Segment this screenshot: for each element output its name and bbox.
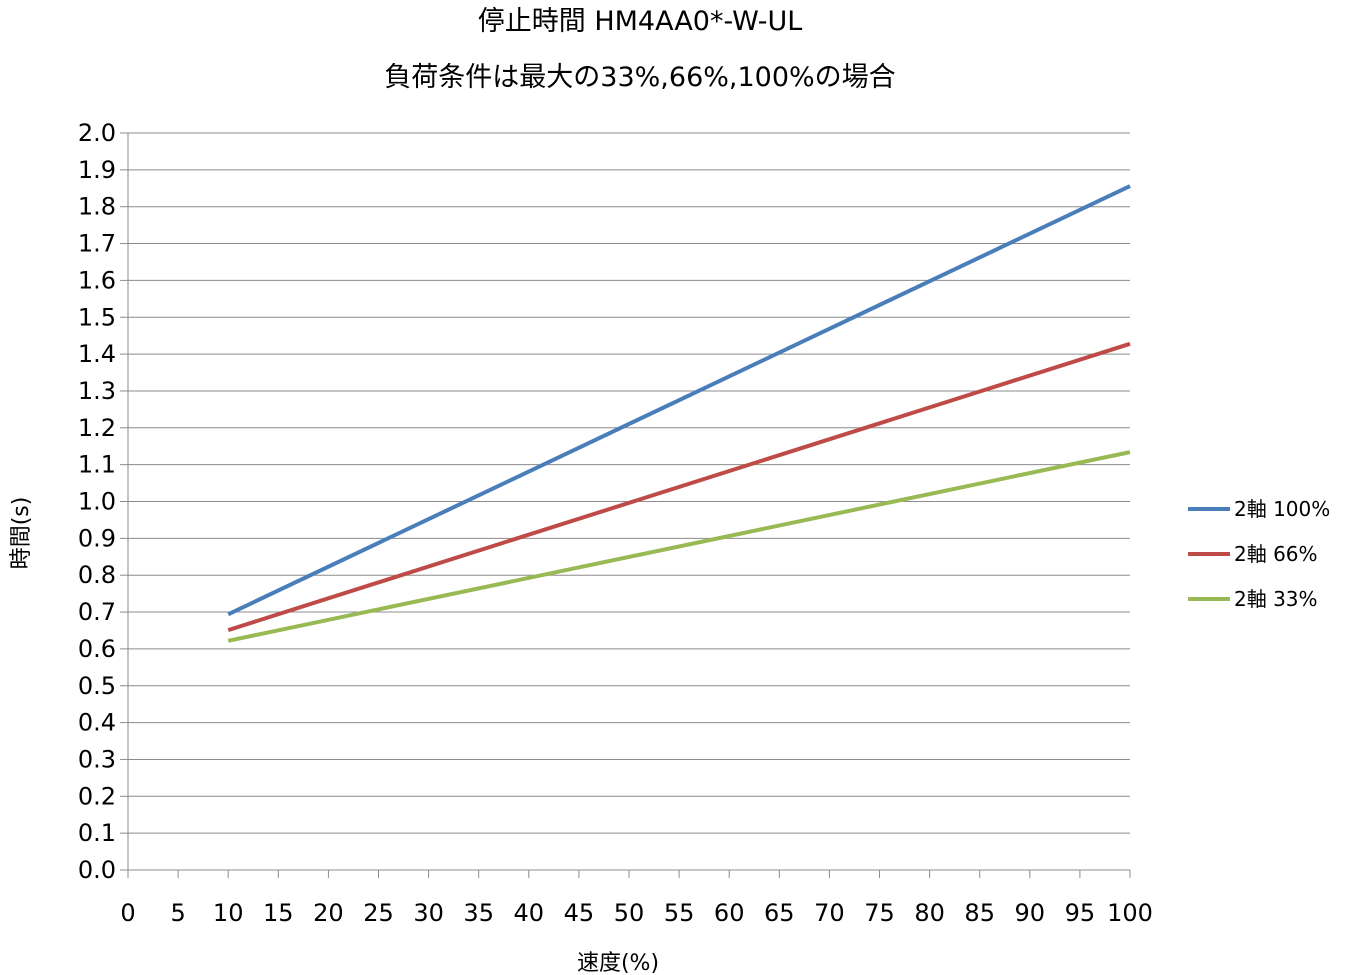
y-tick-label: 1.9 [78,156,116,184]
y-tick-label: 0.3 [78,745,116,773]
x-tick-label: 45 [564,899,595,927]
y-tick-label: 1.4 [78,340,116,368]
axes [120,132,1131,878]
x-tick-label: 10 [213,899,244,927]
x-tick-label: 50 [614,899,645,927]
x-tick-label: 70 [814,899,845,927]
x-tick-label: 75 [864,899,895,927]
series-line-3 [227,450,1131,643]
x-tick-labels: 0 5 10 15 20 25 30 35 40 45 50 55 60 65 70 75 80 85 90 95 10… [120,899,1153,927]
y-tick-label: 1.6 [78,266,116,294]
x-tick-label: 20 [313,899,344,927]
y-tick-label: 1.0 [78,488,116,516]
x-tick-label: 0 [120,899,135,927]
chart-title: 停止時間 HM4AA0*-W-UL [478,6,803,37]
y-tick-label: 0.0 [78,856,116,884]
x-tick-label: 40 [514,899,545,927]
y-tick-label: 1.7 [78,230,116,258]
series-line-1 [227,184,1131,617]
y-axis-label: 時間(s) [9,497,34,570]
legend-label-3: 2軸 33% [1234,587,1318,611]
legend-label-1: 2軸 100% [1234,497,1330,521]
y-tick-label: 0.4 [78,709,116,737]
x-tick-label: 80 [914,899,945,927]
x-tick-label: 60 [714,899,745,927]
grid-lines [128,132,1130,834]
y-tick-label: 2.0 [78,119,116,147]
legend: 2軸 100% 2軸 66% 2軸 33% [1188,497,1330,611]
y-tick-label: 0.6 [78,635,116,663]
series-lines [227,184,1131,643]
x-tick-label: 35 [463,899,494,927]
y-tick-label: 0.9 [78,524,116,552]
y-tick-label: 0.8 [78,561,116,589]
x-tick-label: 55 [664,899,695,927]
y-tick-label: 1.3 [78,377,116,405]
series-line-2 [227,341,1131,633]
y-tick-label: 1.8 [78,193,116,221]
x-tick-label: 85 [964,899,995,927]
x-tick-label: 30 [413,899,444,927]
y-tick-label: 0.2 [78,782,116,810]
y-tick-label: 0.5 [78,672,116,700]
chart-subtitle: 負荷条件は最大の33%,66%,100%の場合 [384,62,895,93]
y-tick-label: 0.1 [78,819,116,847]
x-tick-label: 95 [1065,899,1096,927]
x-tick-label: 5 [170,899,185,927]
x-tick-label: 15 [263,899,294,927]
y-tick-labels: 0.0 0.1 0.2 0.3 0.4 0.5 0.6 0.7 0.8 0.9 1.0 1.1 1.2 1… [78,119,116,884]
x-tick-label: 90 [1015,899,1046,927]
y-tick-label: 0.7 [78,598,116,626]
x-tick-label: 25 [363,899,394,927]
x-tick-label: 100 [1107,899,1153,927]
y-tick-label: 1.1 [78,451,116,479]
x-axis-label: 速度(%) [577,951,659,975]
y-tick-label: 1.5 [78,303,116,331]
legend-label-2: 2軸 66% [1234,542,1318,566]
x-tick-label: 65 [764,899,795,927]
y-tick-label: 1.2 [78,414,116,442]
